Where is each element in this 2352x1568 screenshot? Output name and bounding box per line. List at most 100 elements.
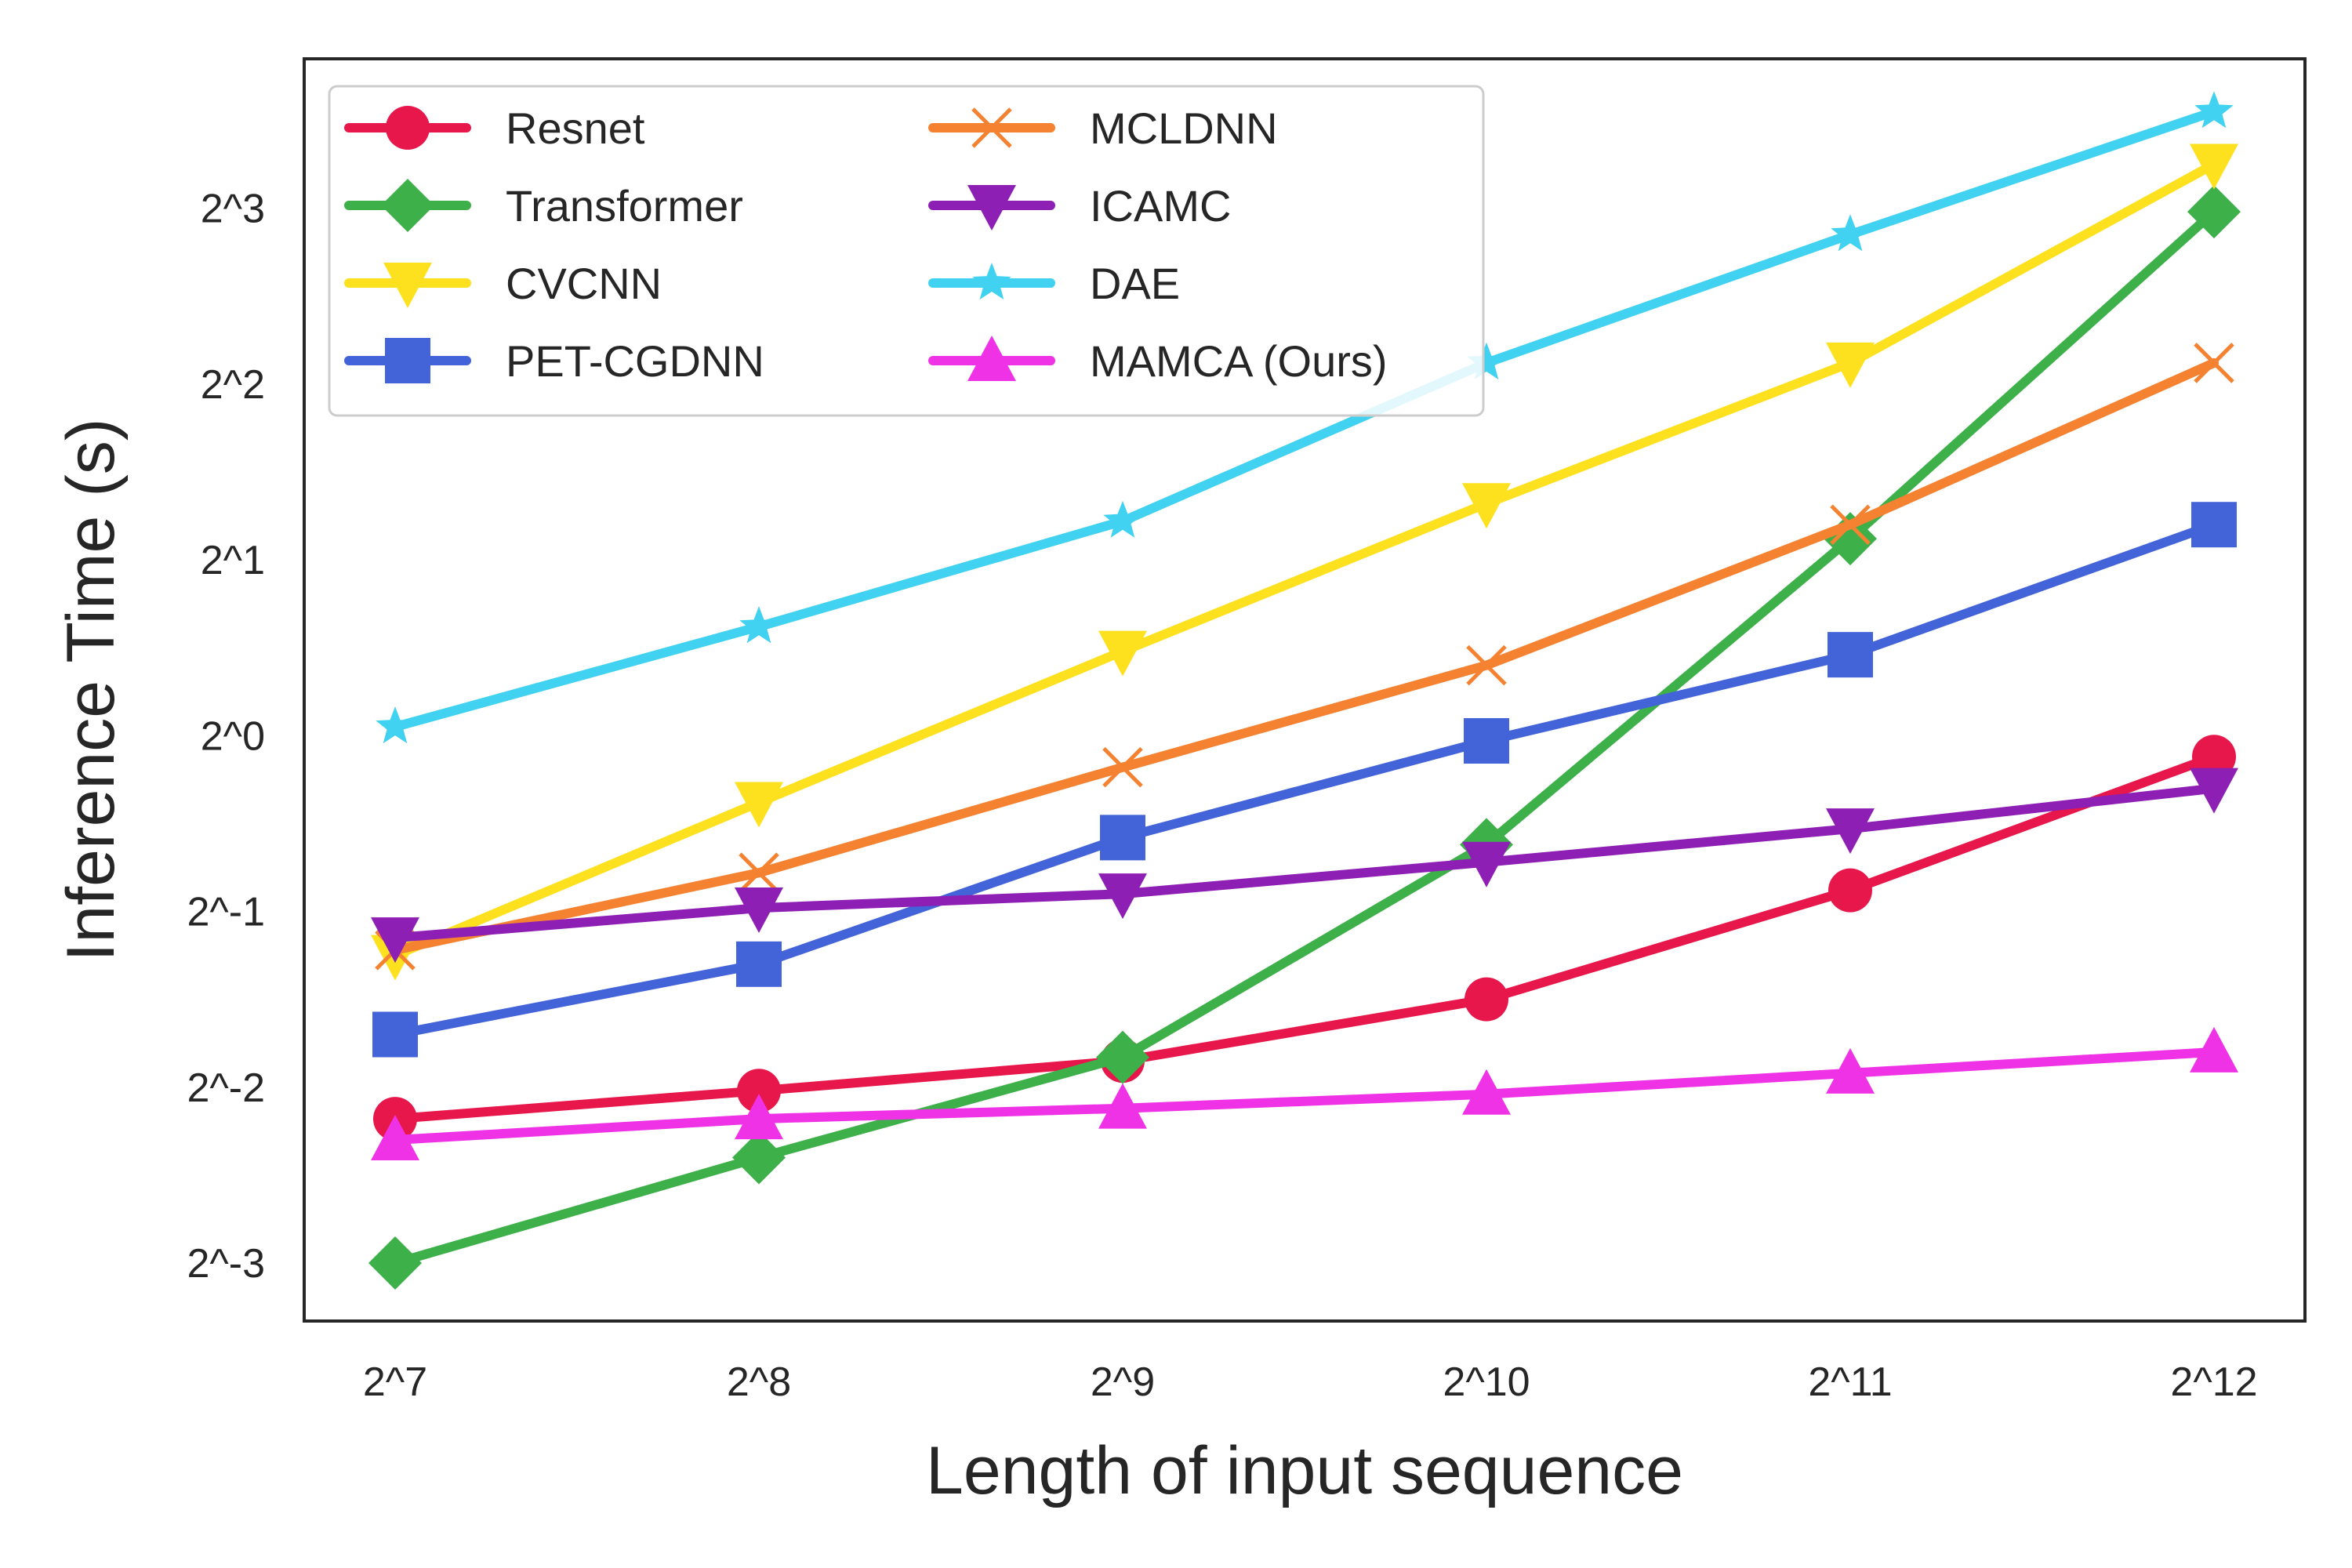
data-point-icamc-8 [735, 887, 783, 934]
data-point-transformer-9 [1096, 1030, 1149, 1084]
series-mamca-ours [371, 1026, 2238, 1161]
legend-box [328, 85, 1485, 417]
legend-item-resnet: Resnet [344, 103, 645, 153]
data-point-pet-cgdnn-10 [1464, 718, 1509, 764]
data-point-pet-cgdnn-7 [372, 1011, 418, 1058]
x-tick-label: 2^11 [1808, 1359, 1892, 1405]
x-tick-label: 2^8 [727, 1359, 791, 1405]
data-point-mamca-ours-8 [735, 1094, 783, 1140]
data-point-mamca-ours-12 [2190, 1026, 2238, 1073]
data-point-cvcnn-10 [1462, 483, 1511, 529]
legend-label: DAE [1090, 259, 1180, 308]
legend-label: PET-CGDNN [506, 336, 764, 386]
data-point-mcldnn-9 [1102, 746, 1143, 788]
data-point-transformer-8 [732, 1131, 786, 1185]
data-point-pet-cgdnn-11 [1828, 632, 1873, 678]
y-tick-label: 2^-3 [187, 1241, 265, 1287]
data-point-dae-12 [2194, 91, 2234, 129]
y-tick-label: 2^-2 [187, 1065, 265, 1111]
y-tick-label: 2^0 [201, 713, 265, 759]
data-point-icamc-9 [1098, 873, 1147, 920]
y-tick-label: 2^2 [201, 362, 265, 408]
data-point-mcldnn-8 [739, 852, 779, 893]
legend-label: MAMCA (Ours) [1090, 336, 1388, 386]
legend-item-dae: DAE [928, 259, 1180, 308]
legend-label: Transformer [506, 181, 743, 230]
data-point-dae-7 [376, 706, 415, 744]
series-line-dae [390, 107, 2219, 732]
legend-marker-mcldnn [971, 107, 1012, 148]
series-mcldnn [375, 343, 2234, 971]
data-point-resnet-12 [2192, 735, 2236, 779]
legend: Resnet Transformer CVCNN PET-CGDNN MCLDNN ICA… [328, 85, 1485, 417]
data-point-transformer-12 [2187, 185, 2241, 239]
data-point-mamca-ours-7 [371, 1115, 419, 1161]
legend-marker-transformer [381, 179, 434, 232]
data-point-cvcnn-12 [2190, 143, 2238, 190]
data-point-mamca-ours-9 [1098, 1083, 1147, 1129]
series-dae [376, 91, 2234, 744]
legend-marker-icamc [967, 185, 1016, 230]
data-point-mamca-ours-10 [1462, 1069, 1511, 1115]
series-line-mamca-ours [390, 1047, 2219, 1145]
legend-item-transformer: Transformer [344, 179, 743, 232]
data-point-cvcnn-9 [1098, 630, 1147, 677]
legend-item-icamc: ICAMC [928, 181, 1231, 230]
data-point-resnet-11 [1828, 868, 1872, 913]
plot-frame [303, 57, 2307, 1323]
data-point-icamc-11 [1826, 808, 1875, 855]
legend-item-mamca-ours: MAMCA (Ours) [928, 336, 1388, 386]
legend-item-cvcnn: CVCNN [344, 259, 662, 308]
data-point-mamca-ours-11 [1826, 1047, 1875, 1094]
x-tick-label: 2^9 [1091, 1359, 1155, 1405]
x-tick-label: 2^12 [2170, 1359, 2257, 1405]
legend-label: Resnet [506, 103, 645, 153]
legend-marker-pet-cgdnn [385, 338, 430, 383]
legend-marker-resnet [386, 106, 430, 150]
data-point-mcldnn-10 [1466, 644, 1507, 686]
series-line-pet-cgdnn [390, 520, 2219, 1040]
x-tick-label: 2^10 [1443, 1359, 1530, 1405]
data-point-resnet-8 [737, 1069, 781, 1113]
legend-label: MCLDNN [1090, 103, 1278, 153]
series-pet-cgdnn [372, 502, 2237, 1058]
data-point-transformer-7 [368, 1236, 422, 1290]
y-tick-label: 2^1 [201, 538, 265, 583]
data-point-icamc-7 [371, 917, 419, 964]
data-point-icamc-12 [2190, 768, 2238, 814]
series-line-transformer [390, 207, 2219, 1268]
data-point-dae-9 [1103, 500, 1142, 538]
data-point-resnet-10 [1465, 977, 1508, 1022]
y-tick-label: 2^3 [201, 187, 265, 232]
data-point-dae-10 [1467, 342, 1506, 379]
series-line-resnet [390, 752, 2219, 1124]
legend-marker-cvcnn [383, 263, 432, 308]
y-tick-label: 2^-1 [187, 890, 265, 935]
legend-marker-dae [972, 263, 1011, 299]
series-line-cvcnn [390, 159, 2219, 960]
x-axis-label: Length of input sequence [926, 1433, 1683, 1508]
legend-label: CVCNN [506, 259, 662, 308]
legend-item-pet-cgdnn: PET-CGDNN [344, 336, 764, 386]
data-point-mcldnn-11 [1830, 504, 1871, 545]
data-point-cvcnn-11 [1826, 342, 1875, 388]
x-tick-label: 2^7 [363, 1359, 427, 1405]
series-transformer [368, 185, 2241, 1290]
legend-label: ICAMC [1090, 181, 1231, 230]
data-point-dae-11 [1831, 214, 1870, 252]
legend-item-mcldnn: MCLDNN [928, 103, 1278, 153]
data-point-mcldnn-12 [2194, 343, 2234, 383]
series-icamc [371, 768, 2238, 964]
data-point-cvcnn-8 [735, 782, 783, 828]
y-axis-label: Inference Time (s) [53, 419, 129, 962]
data-point-pet-cgdnn-9 [1100, 815, 1145, 861]
data-point-icamc-10 [1462, 841, 1511, 887]
legend-marker-mamca-ours [967, 336, 1016, 381]
series-layer [368, 91, 2241, 1290]
series-line-mcldnn [390, 358, 2219, 955]
series-line-icamc [390, 783, 2219, 943]
data-point-pet-cgdnn-12 [2191, 502, 2237, 548]
x-tick-labels: 2^7 2^8 2^9 2^10 2^11 2^12 [363, 1359, 2258, 1405]
y-tick-labels: 2^3 2^2 2^1 2^0 2^-1 2^-2 2^-3 [187, 187, 265, 1287]
